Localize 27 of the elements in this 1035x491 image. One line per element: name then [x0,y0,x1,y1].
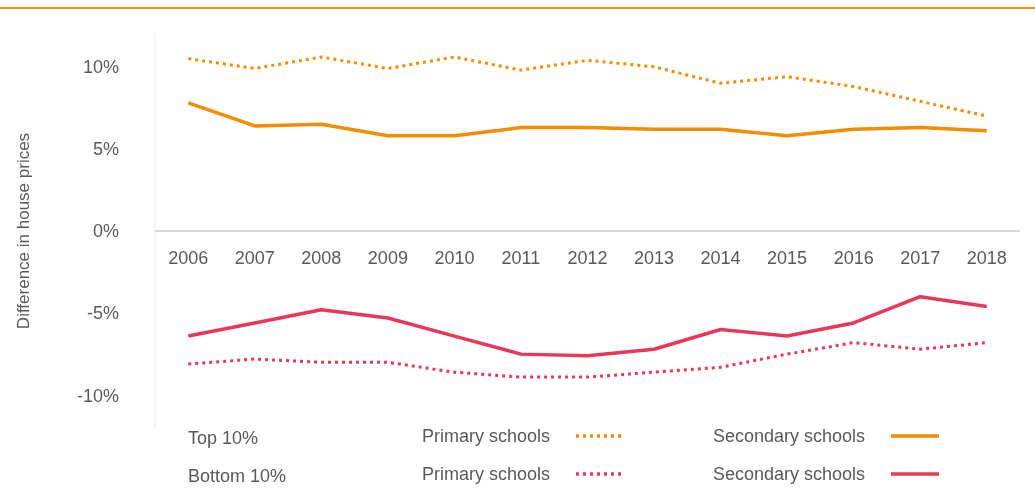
annotation: Top 10% [188,427,259,450]
y-axis-title: Difference in house prices [14,132,34,330]
x-tick-label: 2014 [700,248,741,268]
y-tick-label: 0% [92,221,119,242]
line-series [186,294,989,358]
x-tick-label: 2012 [567,248,608,268]
y-tick-label: -10% [76,385,119,406]
x-tick-label: 2013 [634,248,675,268]
legend-label: Secondary schools [713,425,866,448]
x-tick-label: 2006 [168,248,209,268]
y-tick-label: 10% [82,57,119,78]
x-tick-label: 2011 [501,248,541,268]
text: Bottom 10% [188,465,287,488]
x-tick-label: 2008 [301,248,342,268]
x-tick-label: 2007 [234,248,275,268]
legend-label: Primary schools [422,463,551,486]
x-tick-label: 2016 [833,248,874,268]
legend-label: Primary schools [422,425,551,448]
y-tick-label: 5% [92,139,119,160]
legend-label: Secondary schools [713,463,866,486]
x-tick-label: 2017 [900,248,941,268]
x-tick-label: 2015 [767,248,808,268]
x-tick-label: 2018 [966,248,1007,268]
line-series [186,101,989,138]
x-tick-label: 2009 [367,248,408,268]
y-tick-label: -5% [86,303,119,324]
x-tick-label: 2010 [434,248,475,268]
